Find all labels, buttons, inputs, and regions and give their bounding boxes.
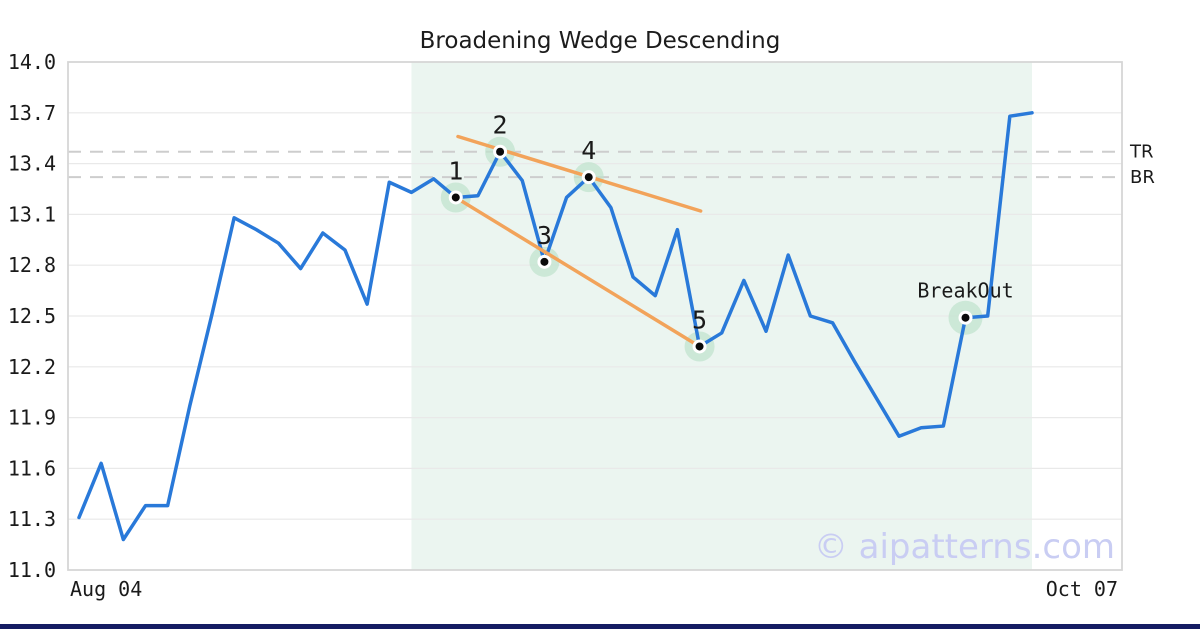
plot-border [67,61,1123,571]
y-tick-label: 12.5 [8,304,56,328]
y-tick-label: 11.0 [8,558,56,582]
watermark: © aipatterns.com [813,527,1115,567]
chart-title: Broadening Wedge Descending [419,28,781,54]
x-tick-label-end: Oct 07 [1046,577,1118,601]
point-label-1: 1 [448,156,463,185]
y-tick-label: 12.2 [8,355,56,379]
point-label-5: 5 [692,305,707,334]
y-tick-label: 13.1 [8,202,56,226]
level-label-br: BR [1130,167,1155,188]
point-dot [581,170,596,185]
y-tick-label: 13.7 [8,101,56,125]
y-tick-label: 11.3 [8,507,56,531]
breakout-label: BreakOut [917,279,1013,303]
point-dot [692,339,707,354]
point-dot [537,254,552,269]
y-tick-label: 11.9 [8,406,56,430]
point-label-3: 3 [537,221,552,250]
point-dot [958,310,973,325]
y-tick-label: 11.6 [8,456,56,480]
price-line [77,111,1034,542]
y-tick-label: 14.0 [8,50,56,74]
point-dot [448,190,463,205]
y-tick-label: 13.4 [8,152,56,176]
point-label-2: 2 [493,111,508,140]
point-label-4: 4 [581,136,596,165]
x-tick-label-start: Aug 04 [70,577,142,601]
trendline-lower-support [454,195,702,349]
level-label-tr: TR [1129,142,1154,163]
y-tick-label: 12.8 [8,253,56,277]
point-dot [493,144,508,159]
bottom-accent-bar [0,624,1200,629]
